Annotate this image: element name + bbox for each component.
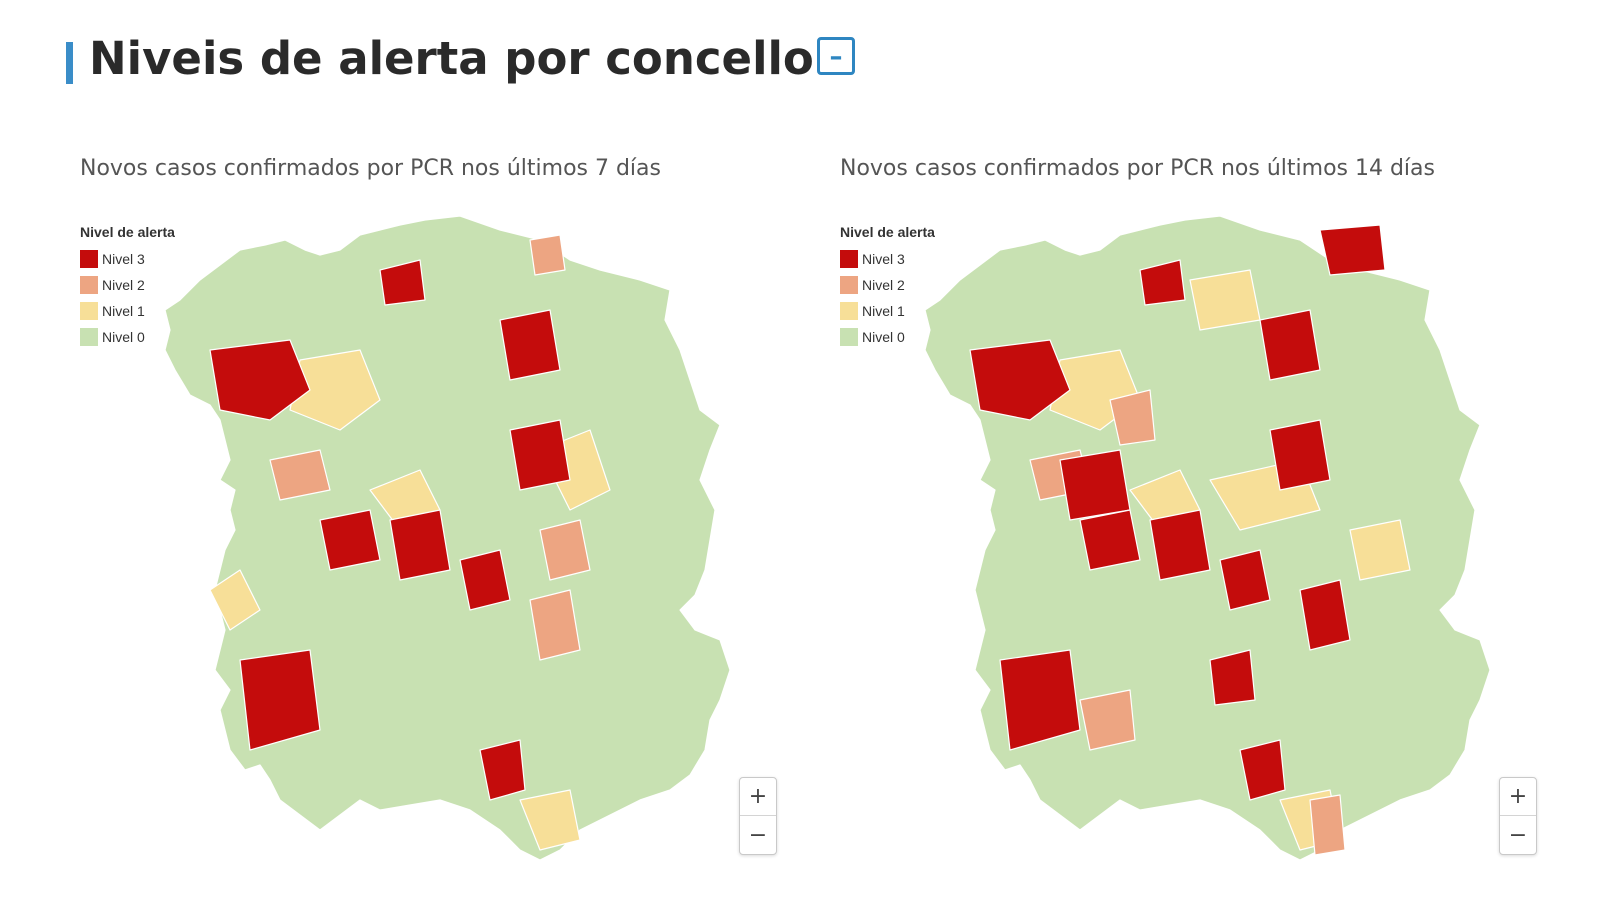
map-region-nivel-3 [1239,739,1286,801]
plus-icon: + [1508,784,1528,809]
map-region-nivel-3 [499,309,561,381]
map-panel-7-days: Novos casos confirmados por PCR nos últi… [80,150,820,870]
collapse-button[interactable]: – [817,37,855,75]
legend-label: Nivel 3 [862,251,905,267]
map-region-nivel-3 [1139,259,1186,306]
legend-label: Nivel 2 [862,277,905,293]
legend-swatch [840,276,858,294]
map-region-nivel-3 [389,509,451,581]
zoom-in-button[interactable]: + [1500,778,1536,816]
legend-label: Nivel 3 [102,251,145,267]
map-region-nivel-2 [539,519,591,581]
map-region-nivel-2 [269,449,331,501]
map-region-nivel-3 [319,509,381,571]
map-region-nivel-3 [1059,449,1131,521]
galicia-map[interactable] [880,210,1500,860]
map-region-nivel-1 [1349,519,1411,581]
map-region-nivel-3 [1079,509,1141,571]
legend-swatch [80,250,98,268]
legend-swatch [80,302,98,320]
minus-icon: − [1508,822,1528,848]
map-panel-14-days: Novos casos confirmados por PCR nos últi… [840,150,1580,870]
map-region-nivel-3 [999,649,1081,751]
title-accent-bar [66,42,73,84]
minus-icon: − [748,822,768,848]
map-region-nivel-1 [519,789,581,851]
map-region-nivel-3 [1219,549,1271,611]
map-region-nivel-2 [1079,689,1136,751]
legend-item: Nivel 2 [840,272,935,298]
zoom-in-button[interactable]: + [740,778,776,816]
legend-item: Nivel 0 [80,324,175,350]
zoom-control: + − [1499,777,1537,855]
map-region-nivel-2 [529,589,581,661]
map-region-nivel-3 [1149,509,1211,581]
legend-label: Nivel 1 [862,303,905,319]
page-title: Niveis de alerta por concello [89,31,814,85]
zoom-out-button[interactable]: − [1500,816,1536,854]
map-region-nivel-3 [379,259,426,306]
map-region-nivel-3 [509,419,571,491]
map-region-nivel-3 [1269,419,1331,491]
legend-swatch [80,276,98,294]
map-region-nivel-2 [529,234,566,276]
map-region-nivel-3 [239,649,321,751]
minus-square-icon: – [829,41,843,72]
zoom-control: + − [739,777,777,855]
map-subtitle: Novos casos confirmados por PCR nos últi… [80,156,661,181]
legend-swatch [840,328,858,346]
legend-swatch [840,302,858,320]
legend-item: Nivel 3 [80,246,175,272]
map-region-nivel-3 [209,339,311,421]
plus-icon: + [748,784,768,809]
legend-label: Nivel 2 [102,277,145,293]
legend-title: Nivel de alerta [840,224,935,240]
map-region-nivel-2 [1109,389,1156,446]
map-region-nivel-3 [969,339,1071,421]
map-region-nivel-3 [1209,649,1256,706]
legend-swatch [840,250,858,268]
map-region-nivel-3 [1259,309,1321,381]
map-legend: Nivel de alerta Nivel 3 Nivel 2 Nivel 1 … [80,224,175,350]
map-region-nivel-3 [1319,224,1386,276]
map-subtitle: Novos casos confirmados por PCR nos últi… [840,156,1435,181]
map-region-nivel-3 [1299,579,1351,651]
legend-item: Nivel 1 [80,298,175,324]
map-legend: Nivel de alerta Nivel 3 Nivel 2 Nivel 1 … [840,224,935,350]
legend-item: Nivel 0 [840,324,935,350]
map-region-nivel-3 [459,549,511,611]
zoom-out-button[interactable]: − [740,816,776,854]
map-region-nivel-3 [479,739,526,801]
legend-item: Nivel 3 [840,246,935,272]
legend-swatch [80,328,98,346]
map-region-nivel-1 [209,569,261,631]
legend-item: Nivel 2 [80,272,175,298]
legend-item: Nivel 1 [840,298,935,324]
legend-label: Nivel 0 [862,329,905,345]
legend-label: Nivel 1 [102,303,145,319]
map-region-nivel-1 [1189,269,1261,331]
legend-label: Nivel 0 [102,329,145,345]
galicia-map[interactable] [120,210,740,860]
legend-title: Nivel de alerta [80,224,175,240]
page-header: Niveis de alerta por concello [66,28,814,88]
map-base-territory [164,215,731,860]
map-region-nivel-2 [1309,794,1346,856]
